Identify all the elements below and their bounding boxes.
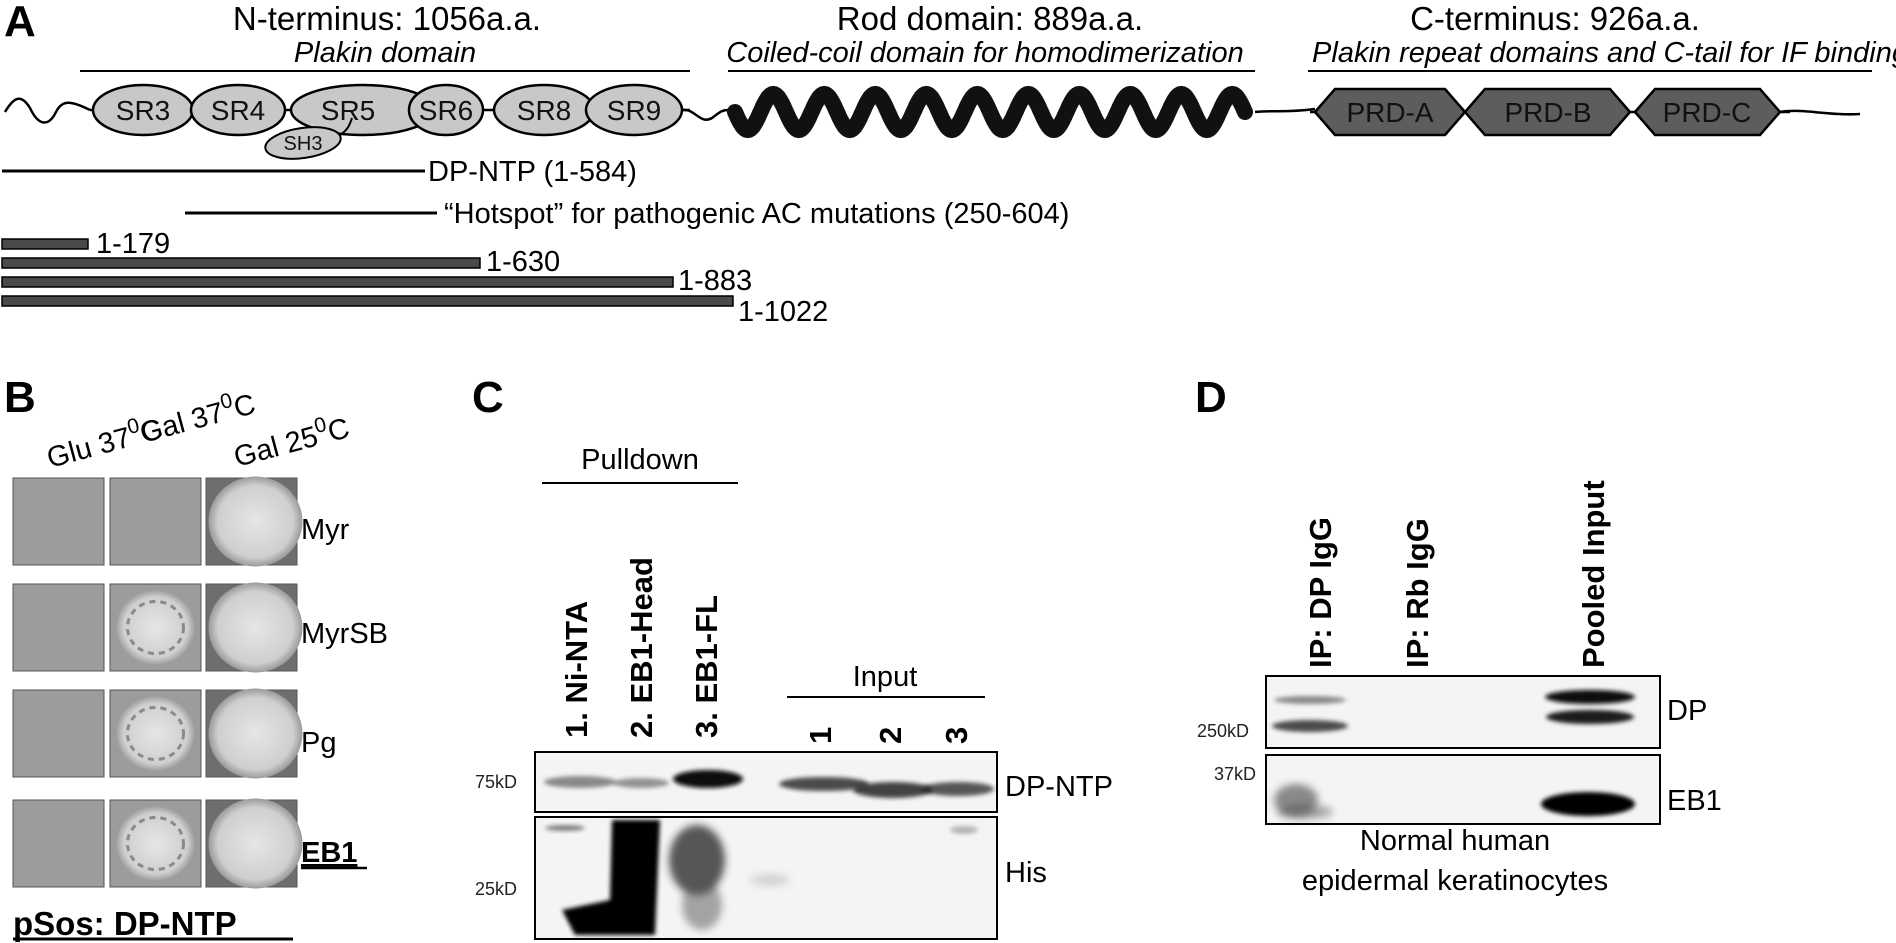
blot-dp: [1265, 675, 1661, 749]
sh3-domain: [264, 126, 342, 160]
row-label-myr: Myr: [301, 514, 350, 546]
rod-domain-subtitle: Coiled-coil domain for homodimerization: [726, 37, 1243, 69]
input-label: Input: [853, 661, 918, 693]
pulldown-label: Pulldown: [581, 444, 699, 476]
yeast-growth-grid: [12, 476, 303, 889]
caption-line-1: Normal human: [1360, 825, 1550, 857]
sr5-label: SR5: [321, 95, 375, 126]
yeast-spot-eb1-glu37: [12, 799, 105, 888]
sr6-label: SR6: [419, 95, 473, 126]
panel-b-letter: B: [4, 373, 36, 422]
c-terminal-tail: [1779, 109, 1861, 116]
sr4-domain: [189, 83, 287, 137]
panel-d: D IP: DP IgG IP: Rb IgG Pooled Input 250…: [1195, 373, 1722, 897]
blot-dp-ntp: [534, 751, 998, 813]
sr8-label: SR8: [517, 95, 571, 126]
lane-label-ip-rb-igg: IP: Rb IgG: [1400, 518, 1435, 668]
construct-bar-1-1022: [1, 295, 734, 307]
spectrin-repeat-chain: SR3 SR4 SR5 SR6 SR8 SR9 SH3: [90, 83, 690, 160]
yeast-spot-eb1-gal37: [109, 799, 202, 888]
hotspot-label: “Hotspot” for pathogenic AC mutations (2…: [444, 198, 1069, 230]
c-terminus-title: C-terminus: 926a.a.: [1410, 0, 1700, 37]
yeast-spot-myr-gal25: [205, 476, 303, 567]
yeast-spot-pg-gal37: [109, 689, 202, 778]
c-terminus-subtitle: Plakin repeat domains and C-tail for IF …: [1312, 37, 1896, 69]
construct-bar-1-883: [1, 276, 674, 288]
construct-bar-1-630: [1, 257, 481, 269]
yeast-spot-myrsb-gal37: [109, 583, 202, 672]
prd-b-label: PRD-B: [1504, 97, 1591, 128]
prd-b-domain: [1463, 87, 1632, 137]
yeast-spot-pg-gal25: [205, 688, 303, 779]
marker-37kd: 37kD: [1214, 764, 1256, 784]
panel-a: A N-terminus: 1056a.a. Plakin domain Rod…: [1, 0, 1896, 328]
sr6-domain: [407, 83, 485, 137]
blot-eb1: [1265, 754, 1661, 825]
construct-label-1-1022: 1-1022: [738, 296, 828, 328]
blot-his: [534, 816, 998, 940]
plakin-repeat-chain: PRD-A PRD-B PRD-C: [1310, 87, 1790, 137]
row-label-myrsb: MyrSB: [301, 618, 388, 650]
construct-bar-1-179: [1, 238, 89, 250]
panel-c-letter: C: [472, 373, 504, 422]
sr3-label: SR3: [116, 95, 170, 126]
lane-label-eb1-fl: 3. EB1-FL: [689, 595, 724, 738]
marker-250kd: 250kD: [1197, 721, 1249, 741]
rod-c-linker: [1254, 107, 1316, 114]
yeast-spot-pg-glu37: [12, 689, 105, 778]
yeast-spot-eb1-gal25: [205, 798, 303, 889]
construct-label-1-883: 1-883: [678, 265, 752, 297]
row-label-eb1: EB1: [301, 837, 357, 869]
row-label-pg: Pg: [301, 727, 336, 759]
yeast-spot-myr-gal37: [109, 477, 202, 566]
sr9-rod-linker: [681, 108, 729, 121]
yeast-spot-myrsb-gal25: [205, 582, 303, 673]
construct-label-1-630: 1-630: [486, 246, 560, 278]
lane-label-ni-nta: 1. Ni-NTA: [559, 601, 594, 738]
prd-c-label: PRD-C: [1663, 97, 1752, 128]
panel-a-letter: A: [4, 0, 36, 46]
panel-d-letter: D: [1195, 373, 1227, 422]
input-lane-1: 1: [803, 727, 838, 744]
lane-label-pooled-input: Pooled Input: [1576, 480, 1611, 668]
bait-label: pSos: DP-NTP: [13, 905, 237, 942]
rod-domain-title: Rod domain: 889a.a.: [837, 0, 1143, 37]
n-terminus-title: N-terminus: 1056a.a.: [233, 0, 541, 37]
sr9-label: SR9: [607, 95, 661, 126]
lane-label-eb1-head: 2. EB1-Head: [624, 557, 659, 738]
n-terminal-tail: [3, 97, 91, 124]
yeast-spot-myr-glu37: [12, 477, 105, 566]
panel-b: B Glu 370C Gal 370C Gal 250C Myr MyrSB P…: [4, 373, 388, 942]
marker-75kd: 75kD: [475, 772, 517, 792]
band-label-his: His: [1005, 857, 1047, 889]
rod-coiled-coil: [727, 85, 1253, 139]
n-terminus-subtitle: Plakin domain: [294, 37, 476, 69]
band-label-eb1: EB1: [1667, 785, 1722, 817]
marker-25kd: 25kD: [475, 879, 517, 899]
yeast-spot-myrsb-glu37: [12, 583, 105, 672]
construct-label-1-179: 1-179: [96, 228, 170, 260]
panel-c: C Pulldown 1. Ni-NTA 2. EB1-Head 3. EB1-…: [472, 373, 1113, 940]
lane-label-ip-dp-igg: IP: DP IgG: [1303, 517, 1338, 668]
band-label-dp: DP: [1667, 695, 1707, 727]
band-label-dp-ntp: DP-NTP: [1005, 771, 1113, 803]
sr4-label: SR4: [211, 95, 265, 126]
input-lane-2: 2: [873, 727, 908, 744]
dp-ntp-label: DP-NTP (1-584): [428, 156, 637, 188]
sh3-label: SH3: [284, 133, 323, 155]
prd-a-label: PRD-A: [1346, 97, 1433, 128]
caption-line-2: epidermal keratinocytes: [1302, 865, 1608, 897]
input-lane-3: 3: [939, 727, 974, 744]
